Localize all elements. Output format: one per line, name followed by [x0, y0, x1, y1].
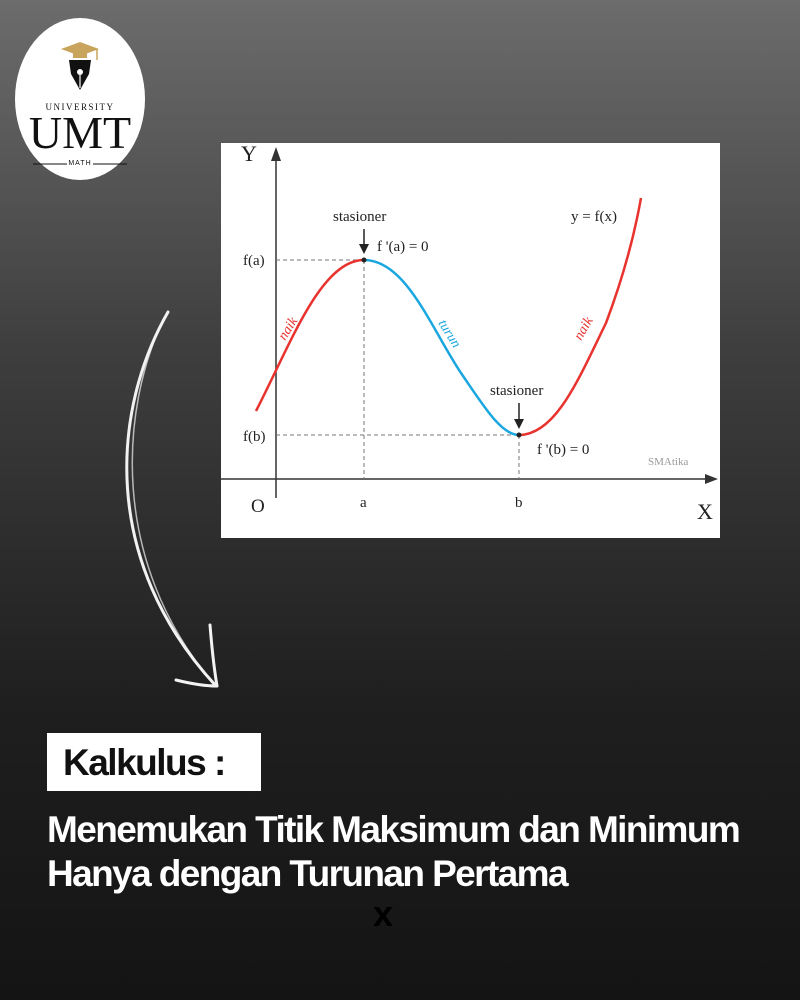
fa-label: f(a)	[243, 253, 265, 269]
y-axis-label: Y	[241, 143, 257, 166]
stasioner-label-top: stasioner	[333, 209, 386, 225]
function-graph: Y X O f(a) f(b) a b stasioner f '(a) = 0…	[221, 143, 720, 538]
derivative-a-label: f '(a) = 0	[377, 239, 429, 255]
stasioner-label-bottom: stasioner	[490, 383, 543, 399]
topic-label-box: Kalkulus :	[47, 733, 261, 791]
x-axis-label: X	[697, 499, 713, 524]
stray-x-mark: x	[373, 893, 394, 934]
stasioner-arrow-top	[359, 244, 369, 254]
x-axis-arrow	[705, 474, 718, 484]
origin-label: O	[251, 496, 265, 517]
b-label: b	[515, 495, 523, 511]
page-title: Menemukan Titik Maksimum dan Minimum Han…	[47, 808, 767, 896]
logo-umt-text: UMT	[28, 107, 132, 158]
topic-label: Kalkulus :	[63, 742, 226, 783]
naik-label-right: naik	[571, 314, 596, 343]
a-label: a	[360, 495, 367, 511]
graduation-cap-pen-nib-icon	[33, 42, 127, 165]
stationary-point-b	[516, 432, 522, 438]
stationary-point-a	[361, 257, 367, 263]
stasioner-arrow-bottom	[514, 419, 524, 429]
title-line-2: Hanya dengan Turunan Pertama	[47, 853, 569, 894]
university-logo: UNIVERSITY UMT MATH	[15, 18, 145, 180]
y-axis-arrow	[271, 147, 281, 161]
function-label: y = f(x)	[571, 209, 617, 225]
derivative-b-label: f '(b) = 0	[537, 442, 589, 458]
logo-university-text: UNIVERSITY	[45, 102, 115, 112]
title-line-1: Menemukan Titik Maksimum dan Minimum	[47, 809, 741, 850]
fb-label: f(b)	[243, 429, 266, 445]
increasing-curve-right	[518, 197, 643, 437]
increasing-curve-left	[254, 258, 365, 412]
watermark: SMAtika	[648, 456, 688, 468]
logo-math-text: MATH	[68, 160, 92, 167]
decreasing-curve	[363, 258, 520, 437]
